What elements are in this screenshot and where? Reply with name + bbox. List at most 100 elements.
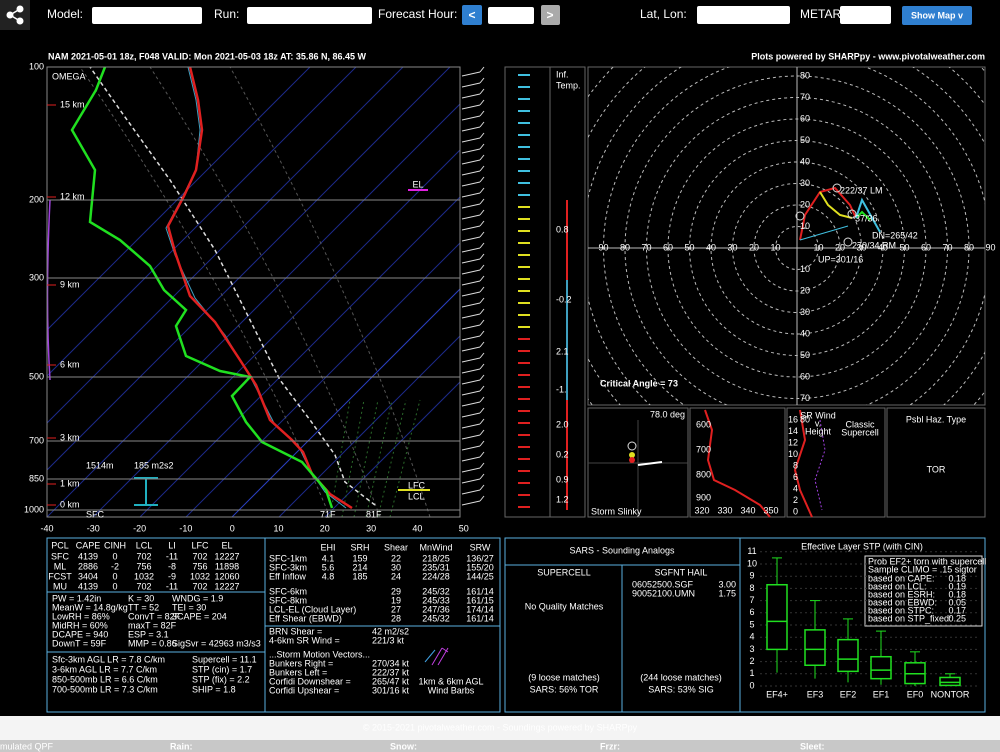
- eff-base: 1514m: [86, 460, 114, 470]
- wind-barb: [479, 176, 485, 183]
- srwind-frame: [786, 407, 886, 518]
- wind-barb: [461, 291, 481, 297]
- stp-legend-row: based on LCL:: [868, 581, 927, 591]
- prev-button[interactable]: [462, 5, 482, 25]
- inferred-value: 0.9: [556, 474, 569, 484]
- hodo-label: 70: [800, 92, 810, 102]
- column-header: LI: [168, 540, 176, 550]
- wind-barb: [461, 379, 481, 385]
- wind-barb: [479, 77, 485, 84]
- wind-barb: [479, 473, 485, 480]
- hazard-title: Psbl Haz. Type: [906, 414, 966, 424]
- kin-cell: 161/14: [466, 613, 494, 623]
- slinky-vector: [637, 461, 663, 466]
- thetae-y: 800: [696, 469, 711, 479]
- legend-strip-label: Sleet:: [800, 741, 825, 751]
- effective-layer: [134, 477, 158, 506]
- run-select[interactable]: [247, 7, 372, 24]
- iqr-box: [870, 655, 892, 680]
- dewpoint-trace: [70, 67, 334, 509]
- kin-cell: 174/14: [466, 604, 494, 614]
- temp-label: 0: [230, 523, 235, 533]
- next-button[interactable]: [541, 5, 560, 25]
- wind-barb: [479, 187, 485, 194]
- thetae-profile: [704, 409, 771, 518]
- thermo-cell: 702: [192, 551, 207, 561]
- srwind-y: 16: [788, 414, 798, 424]
- kin-cell: 30: [391, 562, 401, 572]
- barbs-caption: Wind Barbs: [428, 685, 475, 695]
- thermo-cell: 0: [112, 551, 117, 561]
- kin-cell: 218/25: [422, 553, 450, 563]
- wind-barb: [461, 423, 481, 429]
- column-header: Shear: [384, 542, 408, 552]
- kin-cell: 245/33: [422, 595, 450, 605]
- stp-ytick: 8: [749, 583, 754, 593]
- kin-value: 42 m2/s2: [372, 626, 409, 636]
- column-header: LCL: [136, 540, 153, 550]
- wind-barb: [479, 308, 485, 315]
- hodo-label: 10: [813, 242, 823, 252]
- hail-match: 90052100.UMN: [632, 588, 695, 598]
- temp-label: -40: [40, 523, 53, 533]
- temperature-trace: [166, 67, 353, 510]
- inferred-title: Inf.: [556, 69, 569, 79]
- wind-barb: [461, 401, 481, 407]
- index: SigSvr = 42963 m3/s3: [172, 638, 261, 648]
- dewpoint-sfc: 71F: [320, 509, 336, 519]
- wind-barb: [479, 484, 485, 491]
- thermo-cell: 2886: [78, 561, 98, 571]
- pressure-label: 850: [29, 473, 44, 483]
- composite: STP (cin) = 1.7: [192, 664, 252, 674]
- mixing-ratio: [329, 399, 421, 517]
- stp-legend-row: based on STP_fixed:: [868, 613, 952, 623]
- wind-barb: [461, 489, 481, 495]
- wind-barb: [479, 220, 485, 227]
- wind-barb: [461, 137, 481, 143]
- wind-barb: [479, 253, 485, 260]
- temp-label: -20: [133, 523, 146, 533]
- kin-value: 265/47 kt: [372, 676, 410, 686]
- barb-icon: [431, 647, 449, 666]
- share-button[interactable]: [0, 0, 30, 30]
- latlon-input[interactable]: [697, 6, 790, 24]
- hodo-label: 60: [800, 371, 810, 381]
- kin-label: LCL-EL (Cloud Layer): [269, 604, 356, 614]
- wind-barb: [461, 368, 481, 374]
- thermo-cell: 12227: [214, 551, 239, 561]
- hodo-label: 90: [985, 242, 995, 252]
- stp-ytick: 11: [747, 546, 756, 556]
- hodo-label: 30: [800, 178, 810, 188]
- skewt-plot: [47, 67, 460, 517]
- thermo-cell: -11: [166, 551, 178, 561]
- wind-barb: [479, 275, 485, 282]
- hodo-label: 70: [800, 393, 810, 403]
- hodo-marker: [847, 209, 857, 219]
- model-select[interactable]: [92, 7, 202, 24]
- wind-barb: [479, 429, 485, 436]
- pressure-label: 700: [29, 435, 44, 445]
- lfc-label: LFC: [408, 480, 426, 490]
- show-map-button[interactable]: [902, 6, 972, 25]
- kin-cell: 136/27: [466, 553, 494, 563]
- kin-label: Eff Shear (EBWD): [269, 613, 342, 623]
- thermo-cell: FCST: [48, 571, 72, 581]
- wind-barb: [479, 110, 485, 117]
- hodo-label: 20: [800, 285, 810, 295]
- composite: SHIP = 1.8: [192, 684, 236, 694]
- column-header: PCL: [51, 540, 69, 550]
- temp-label: 10: [273, 523, 283, 533]
- wind-barb: [479, 209, 485, 216]
- fh-select[interactable]: [488, 7, 534, 24]
- thetae-x: 330: [717, 505, 732, 515]
- metar-input[interactable]: [840, 6, 891, 24]
- kin-cell: 245/32: [422, 613, 450, 623]
- index: MidRH = 60%: [52, 620, 108, 630]
- pressure-label: 1000: [24, 504, 44, 514]
- column-header: LFC: [191, 540, 209, 550]
- wind-barb: [479, 374, 485, 381]
- sars-note: No Quality Matches: [525, 601, 604, 611]
- wind-barb: [479, 165, 485, 172]
- hodo-trace: [855, 197, 881, 233]
- kin-label: BRN Shear =: [269, 626, 322, 636]
